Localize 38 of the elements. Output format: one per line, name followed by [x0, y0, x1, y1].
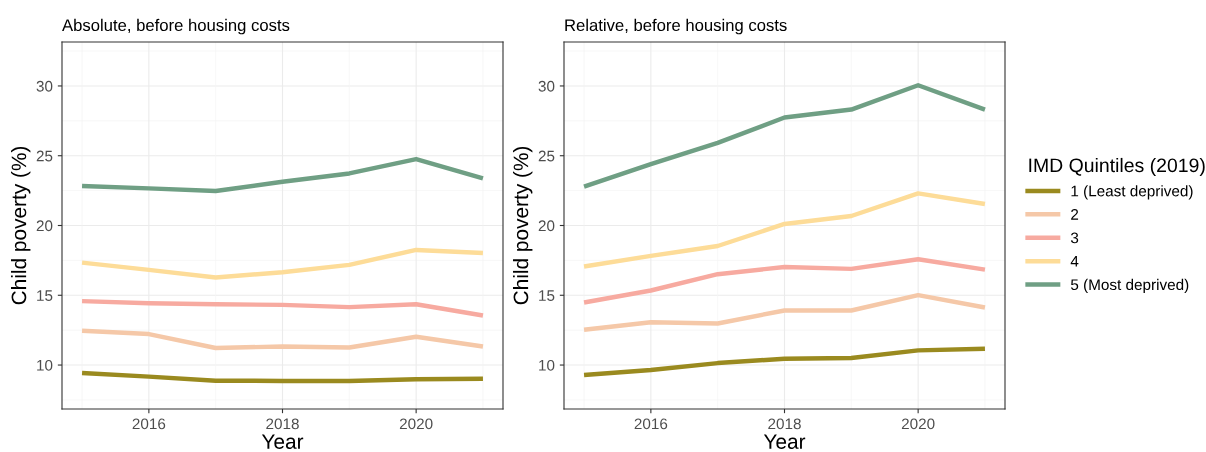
x-tick-label: 2016: [634, 418, 668, 430]
y-tick-label: 10: [37, 359, 53, 371]
line-series: [581, 292, 988, 332]
x-tick-label: 2018: [768, 418, 801, 430]
y-tick-label: 20: [36, 220, 53, 232]
y-axis-title: Child poverty (%): [513, 146, 533, 305]
chart-title: Relative, before housing costs: [565, 18, 787, 35]
legend-label: 1 (Least deprived): [1071, 185, 1193, 200]
line-series: [581, 191, 988, 269]
x-tick-label: 2018: [266, 418, 299, 430]
legend-label: 2: [1071, 209, 1079, 220]
line-series: [79, 370, 486, 384]
line-series: [79, 156, 486, 194]
y-tick-label: 20: [538, 220, 555, 232]
line-series: [581, 83, 988, 189]
line-series: [79, 328, 486, 351]
legend-label: 5 (Most deprived): [1070, 278, 1189, 294]
legend-label: 3: [1070, 232, 1079, 244]
y-tick-label: 30: [538, 80, 555, 92]
y-axis-title: Child poverty (%): [11, 146, 31, 305]
line-series: [79, 298, 486, 318]
x-tick-label: 2020: [399, 418, 433, 430]
x-axis-title: Year: [763, 434, 806, 449]
y-tick-label: 15: [37, 290, 53, 301]
y-tick-label: 30: [36, 80, 53, 92]
x-axis-title: Year: [261, 434, 304, 449]
line-series: [581, 346, 988, 378]
x-tick-label: 2016: [132, 418, 166, 430]
chart-title: Absolute, before housing costs: [62, 18, 290, 35]
x-tick-label: 2020: [901, 418, 935, 430]
line-series: [581, 257, 988, 305]
y-tick-label: 10: [539, 359, 555, 371]
legend-label: 4: [1070, 255, 1079, 267]
y-tick-label: 15: [539, 290, 555, 301]
y-tick-label: 25: [538, 150, 555, 162]
y-tick-label: 25: [36, 150, 53, 162]
line-series: [79, 247, 486, 280]
legend-title: IMD Quintiles (2019): [1029, 157, 1205, 177]
